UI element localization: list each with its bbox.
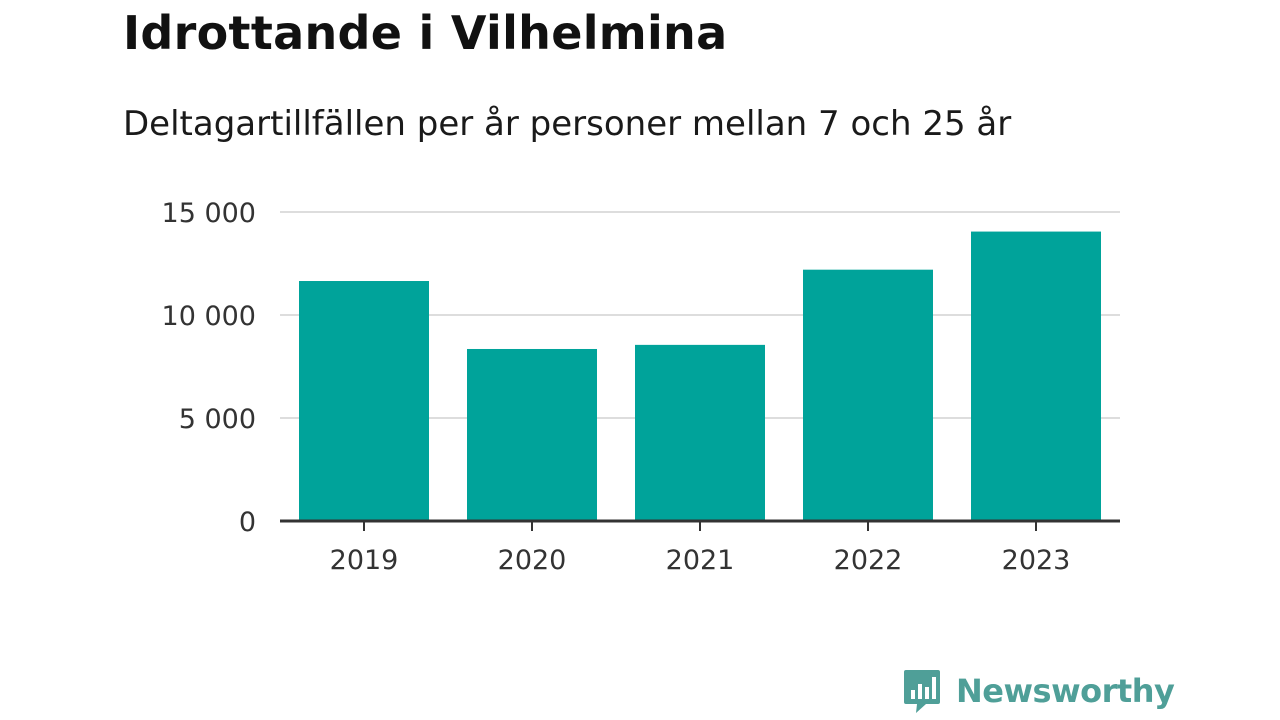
bar-2019 xyxy=(299,281,429,521)
y-tick-label: 0 xyxy=(239,507,256,538)
bar-2023 xyxy=(971,231,1101,521)
chart-subtitle: Deltagartillfällen per år personer mella… xyxy=(123,104,1012,144)
logo-text: Newsworthy xyxy=(956,672,1175,710)
newsworthy-bar-chart-icon xyxy=(904,670,940,713)
bar-2021 xyxy=(635,344,765,521)
x-tick-label: 2020 xyxy=(498,545,567,576)
x-tick-label: 2023 xyxy=(1002,545,1071,576)
x-axis xyxy=(280,519,1120,531)
y-tick-label: 10 000 xyxy=(162,301,256,332)
bar-2022 xyxy=(803,269,933,521)
x-tick-label: 2022 xyxy=(834,545,903,576)
x-tick-label: 2021 xyxy=(666,545,735,576)
bars xyxy=(299,231,1101,521)
x-axis-labels: 2019 2020 2021 2022 2023 xyxy=(330,545,1071,576)
y-tick-label: 15 000 xyxy=(162,198,256,229)
chart-title: Idrottande i Vilhelmina xyxy=(123,6,728,60)
y-axis-labels: 0 5 000 10 000 15 000 xyxy=(162,198,256,538)
y-tick-label: 5 000 xyxy=(179,404,256,435)
newsworthy-logo: Newsworthy xyxy=(902,668,1175,714)
x-tick-label: 2019 xyxy=(330,545,399,576)
bar-2020 xyxy=(467,348,597,521)
